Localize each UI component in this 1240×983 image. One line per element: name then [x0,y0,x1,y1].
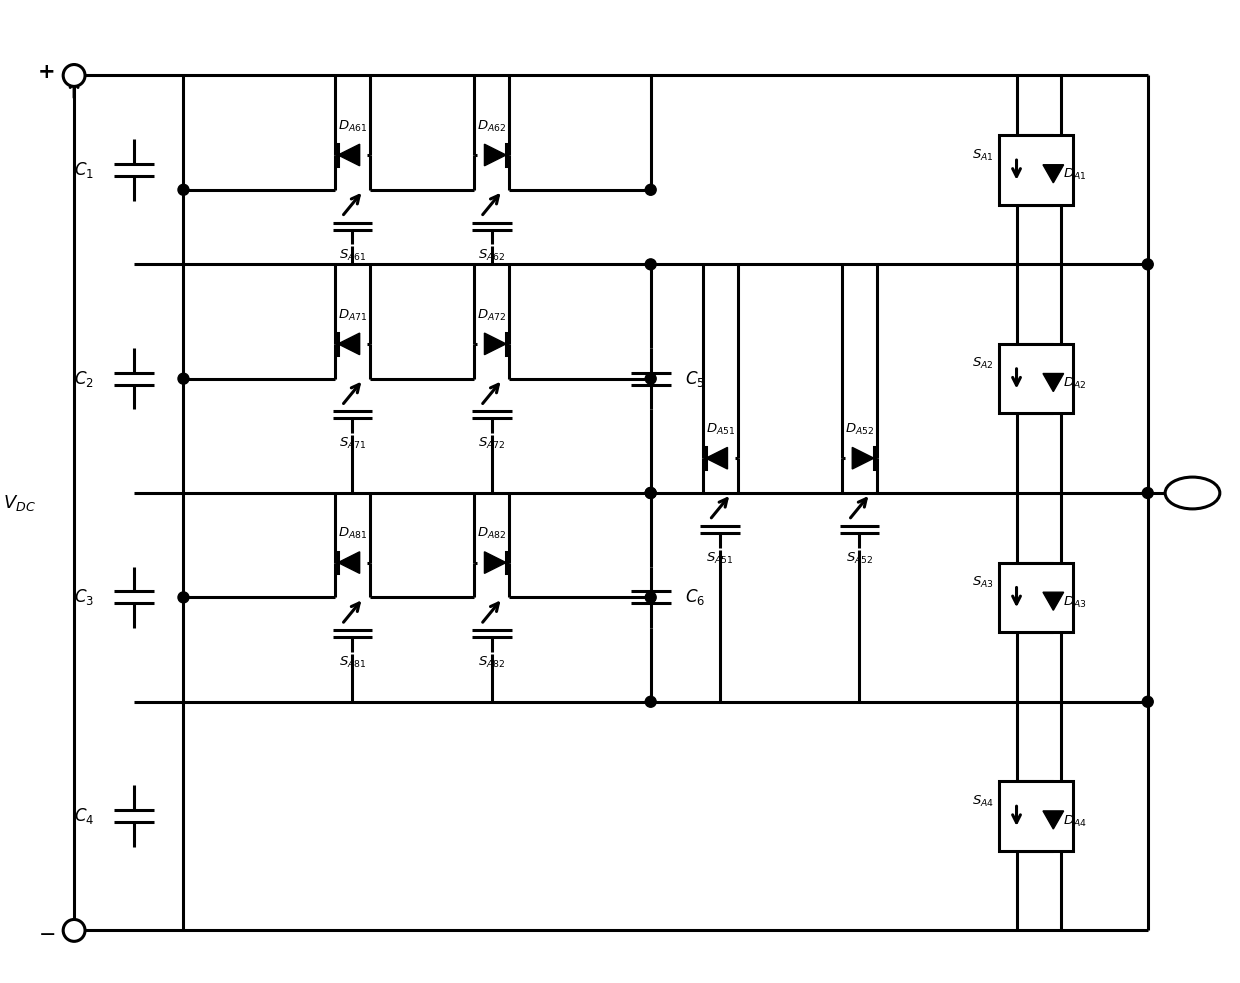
Text: $S_{A71}$: $S_{A71}$ [339,436,366,451]
Polygon shape [852,447,874,469]
Circle shape [645,259,656,269]
Text: $S_{A72}$: $S_{A72}$ [477,436,506,451]
Ellipse shape [1166,477,1220,509]
Text: $D_{A81}$: $D_{A81}$ [337,526,367,542]
Polygon shape [1043,811,1064,829]
Text: $D_{A61}$: $D_{A61}$ [337,119,367,134]
Circle shape [645,374,656,384]
Circle shape [645,488,656,498]
Text: $D_{A82}$: $D_{A82}$ [477,526,506,542]
Text: $D_{A52}$: $D_{A52}$ [844,422,874,436]
Text: $C_4$: $C_4$ [74,806,94,826]
Text: $D_{A3}$: $D_{A3}$ [1063,595,1087,609]
Circle shape [63,65,86,87]
Polygon shape [485,551,506,573]
Text: $S_{A82}$: $S_{A82}$ [477,655,506,670]
Text: $S_{A81}$: $S_{A81}$ [339,655,366,670]
Text: $V_{DC}$: $V_{DC}$ [2,492,36,513]
Text: $C_3$: $C_3$ [74,588,94,607]
FancyBboxPatch shape [998,344,1073,414]
Polygon shape [485,145,506,166]
Circle shape [1142,488,1153,498]
Text: $S_{A52}$: $S_{A52}$ [846,550,873,566]
Text: $S_{A1}$: $S_{A1}$ [972,147,993,162]
Text: $D_{A2}$: $D_{A2}$ [1063,376,1086,391]
Circle shape [645,185,656,196]
Text: $S_{A62}$: $S_{A62}$ [477,248,506,262]
Circle shape [1142,696,1153,707]
Text: $S_{A3}$: $S_{A3}$ [972,575,993,590]
Text: +: + [37,63,55,83]
Circle shape [179,592,188,603]
Text: $C_5$: $C_5$ [686,369,706,388]
Text: $D_{A51}$: $D_{A51}$ [706,422,735,436]
Text: $D_{A4}$: $D_{A4}$ [1063,814,1087,829]
Polygon shape [706,447,728,469]
FancyBboxPatch shape [998,562,1073,632]
Polygon shape [339,333,360,355]
Text: $S_{A2}$: $S_{A2}$ [972,356,993,372]
Circle shape [645,488,656,498]
Circle shape [1142,259,1153,269]
Circle shape [179,185,188,196]
Text: $-$: $-$ [37,923,55,944]
Polygon shape [339,145,360,166]
Polygon shape [1043,374,1064,391]
Polygon shape [1043,165,1064,183]
Polygon shape [1043,592,1064,610]
Text: $S_{A61}$: $S_{A61}$ [339,248,366,262]
Circle shape [645,696,656,707]
Text: $C_2$: $C_2$ [74,369,94,388]
FancyBboxPatch shape [998,135,1073,204]
Text: $S_{A4}$: $S_{A4}$ [972,793,993,809]
Text: $D_{A1}$: $D_{A1}$ [1063,167,1086,183]
Text: $C_6$: $C_6$ [686,588,706,607]
Polygon shape [339,551,360,573]
Circle shape [63,919,86,942]
Text: $S_{A51}$: $S_{A51}$ [707,550,734,566]
Text: $D_{A62}$: $D_{A62}$ [477,119,506,134]
Circle shape [645,592,656,603]
Polygon shape [485,333,506,355]
FancyBboxPatch shape [998,781,1073,851]
Circle shape [179,374,188,384]
Text: $D_{A71}$: $D_{A71}$ [337,308,367,322]
Text: $C_1$: $C_1$ [74,160,94,180]
Text: $D_{A72}$: $D_{A72}$ [477,308,506,322]
